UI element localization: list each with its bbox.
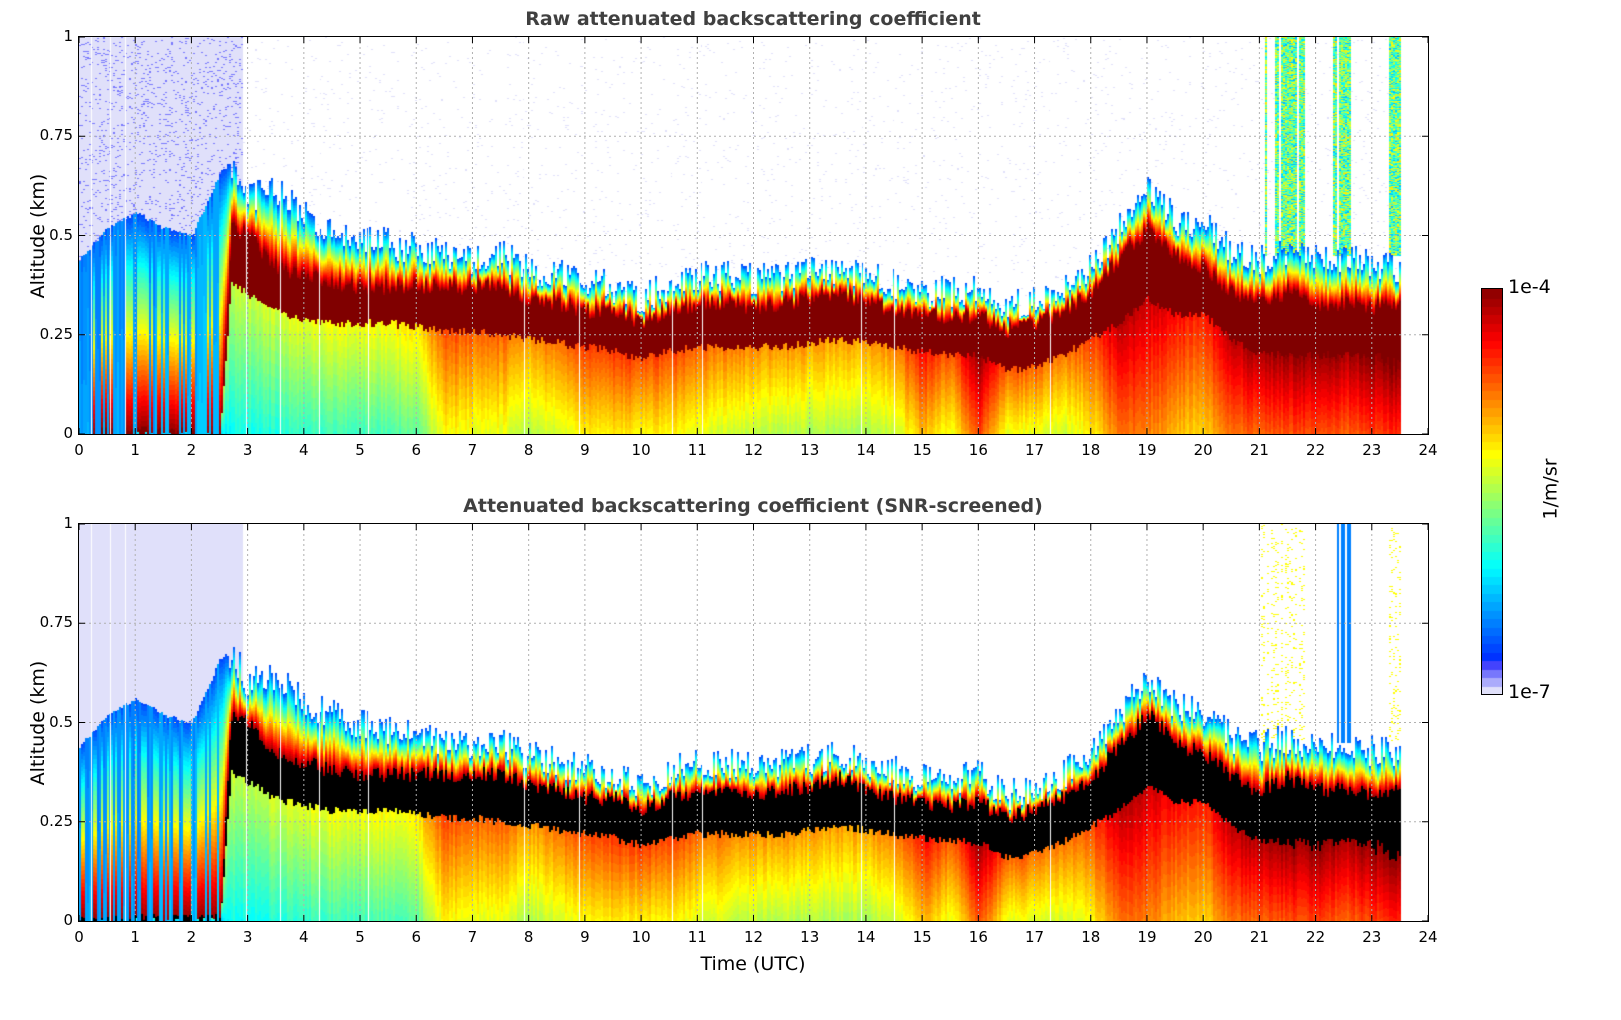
x-tick-label: 9 [580,441,590,459]
y-tick-label: 1 [63,514,73,532]
x-tick-label: 21 [1249,928,1269,946]
x-tick-label: 18 [1081,441,1101,459]
y-tick-label: 0.5 [49,225,73,244]
x-tick-label: 12 [743,928,764,946]
y-tick-label: 0.25 [39,811,73,830]
x-tick-label: 5 [355,441,365,459]
x-tick-label: 6 [411,441,422,459]
y-tick-label: 0 [63,424,73,442]
x-axis-label: Time (UTC) [700,953,806,975]
colorbar-min-label: 1e-7 [1508,681,1551,703]
x-tick-label: 6 [411,928,422,946]
x-tick-label: 17 [1024,928,1045,946]
x-tick-label: 7 [467,441,478,459]
top-plot-frame [78,36,1429,435]
y-tick-label: 0.75 [39,613,73,632]
x-tick-label: 10 [631,928,651,946]
x-tick-label: 16 [968,441,988,459]
x-tick-label: 11 [687,441,707,459]
x-tick-label: 4 [299,928,309,946]
x-tick-label: 2 [186,928,197,946]
bottom-y-axis-label: Altitude (km) [27,660,49,786]
x-tick-label: 18 [1081,928,1101,946]
bottom-plot-title: Attenuated backscattering coefficient (S… [463,495,1043,517]
x-tick-label: 23 [1362,441,1382,459]
x-tick-label: 1 [130,441,140,459]
x-tick-label: 20 [1193,441,1213,459]
x-tick-label: 0 [74,928,84,946]
x-tick-label: 15 [912,928,932,946]
y-tick-label: 0.5 [49,712,73,731]
x-tick-label: 17 [1024,441,1045,459]
colorbar-unit-label: 1/m/sr [1539,458,1562,520]
x-tick-label: 24 [1418,928,1438,946]
x-tick-label: 8 [523,441,534,459]
x-tick-label: 1 [130,928,140,946]
x-tick-label: 14 [856,441,876,459]
x-tick-label: 8 [523,928,534,946]
x-tick-label: 9 [580,928,590,946]
y-tick-label: 0.25 [39,324,73,343]
x-tick-label: 12 [743,441,764,459]
x-tick-label: 20 [1193,928,1213,946]
x-tick-label: 14 [856,928,876,946]
y-tick-label: 0.75 [39,126,73,145]
x-tick-label: 15 [912,441,932,459]
x-tick-label: 23 [1362,928,1382,946]
x-tick-label: 13 [800,441,820,459]
x-tick-label: 0 [74,441,84,459]
x-tick-label: 22 [1306,441,1326,459]
top-plot-title: Raw attenuated backscattering coefficien… [525,8,981,30]
x-tick-label: 7 [467,928,478,946]
y-tick-label: 0 [63,911,73,929]
x-tick-label: 19 [1137,928,1157,946]
x-tick-label: 3 [242,441,253,459]
x-tick-label: 13 [800,928,820,946]
colorbar-max-label: 1e-4 [1508,276,1551,298]
x-tick-label: 5 [355,928,365,946]
x-tick-label: 4 [299,441,309,459]
x-tick-label: 2 [186,441,197,459]
top-grid [78,36,1429,435]
bottom-plot-frame [78,523,1429,922]
x-tick-label: 22 [1306,928,1326,946]
colorbar [1481,288,1503,695]
top-y-axis-label: Altitude (km) [27,173,49,299]
x-tick-label: 21 [1249,441,1269,459]
x-tick-label: 10 [631,441,651,459]
bottom-grid [78,523,1429,922]
y-tick-label: 1 [63,27,73,45]
x-tick-label: 3 [242,928,253,946]
x-tick-label: 19 [1137,441,1157,459]
x-tick-label: 16 [968,928,988,946]
x-tick-label: 11 [687,928,707,946]
x-tick-label: 24 [1418,441,1438,459]
